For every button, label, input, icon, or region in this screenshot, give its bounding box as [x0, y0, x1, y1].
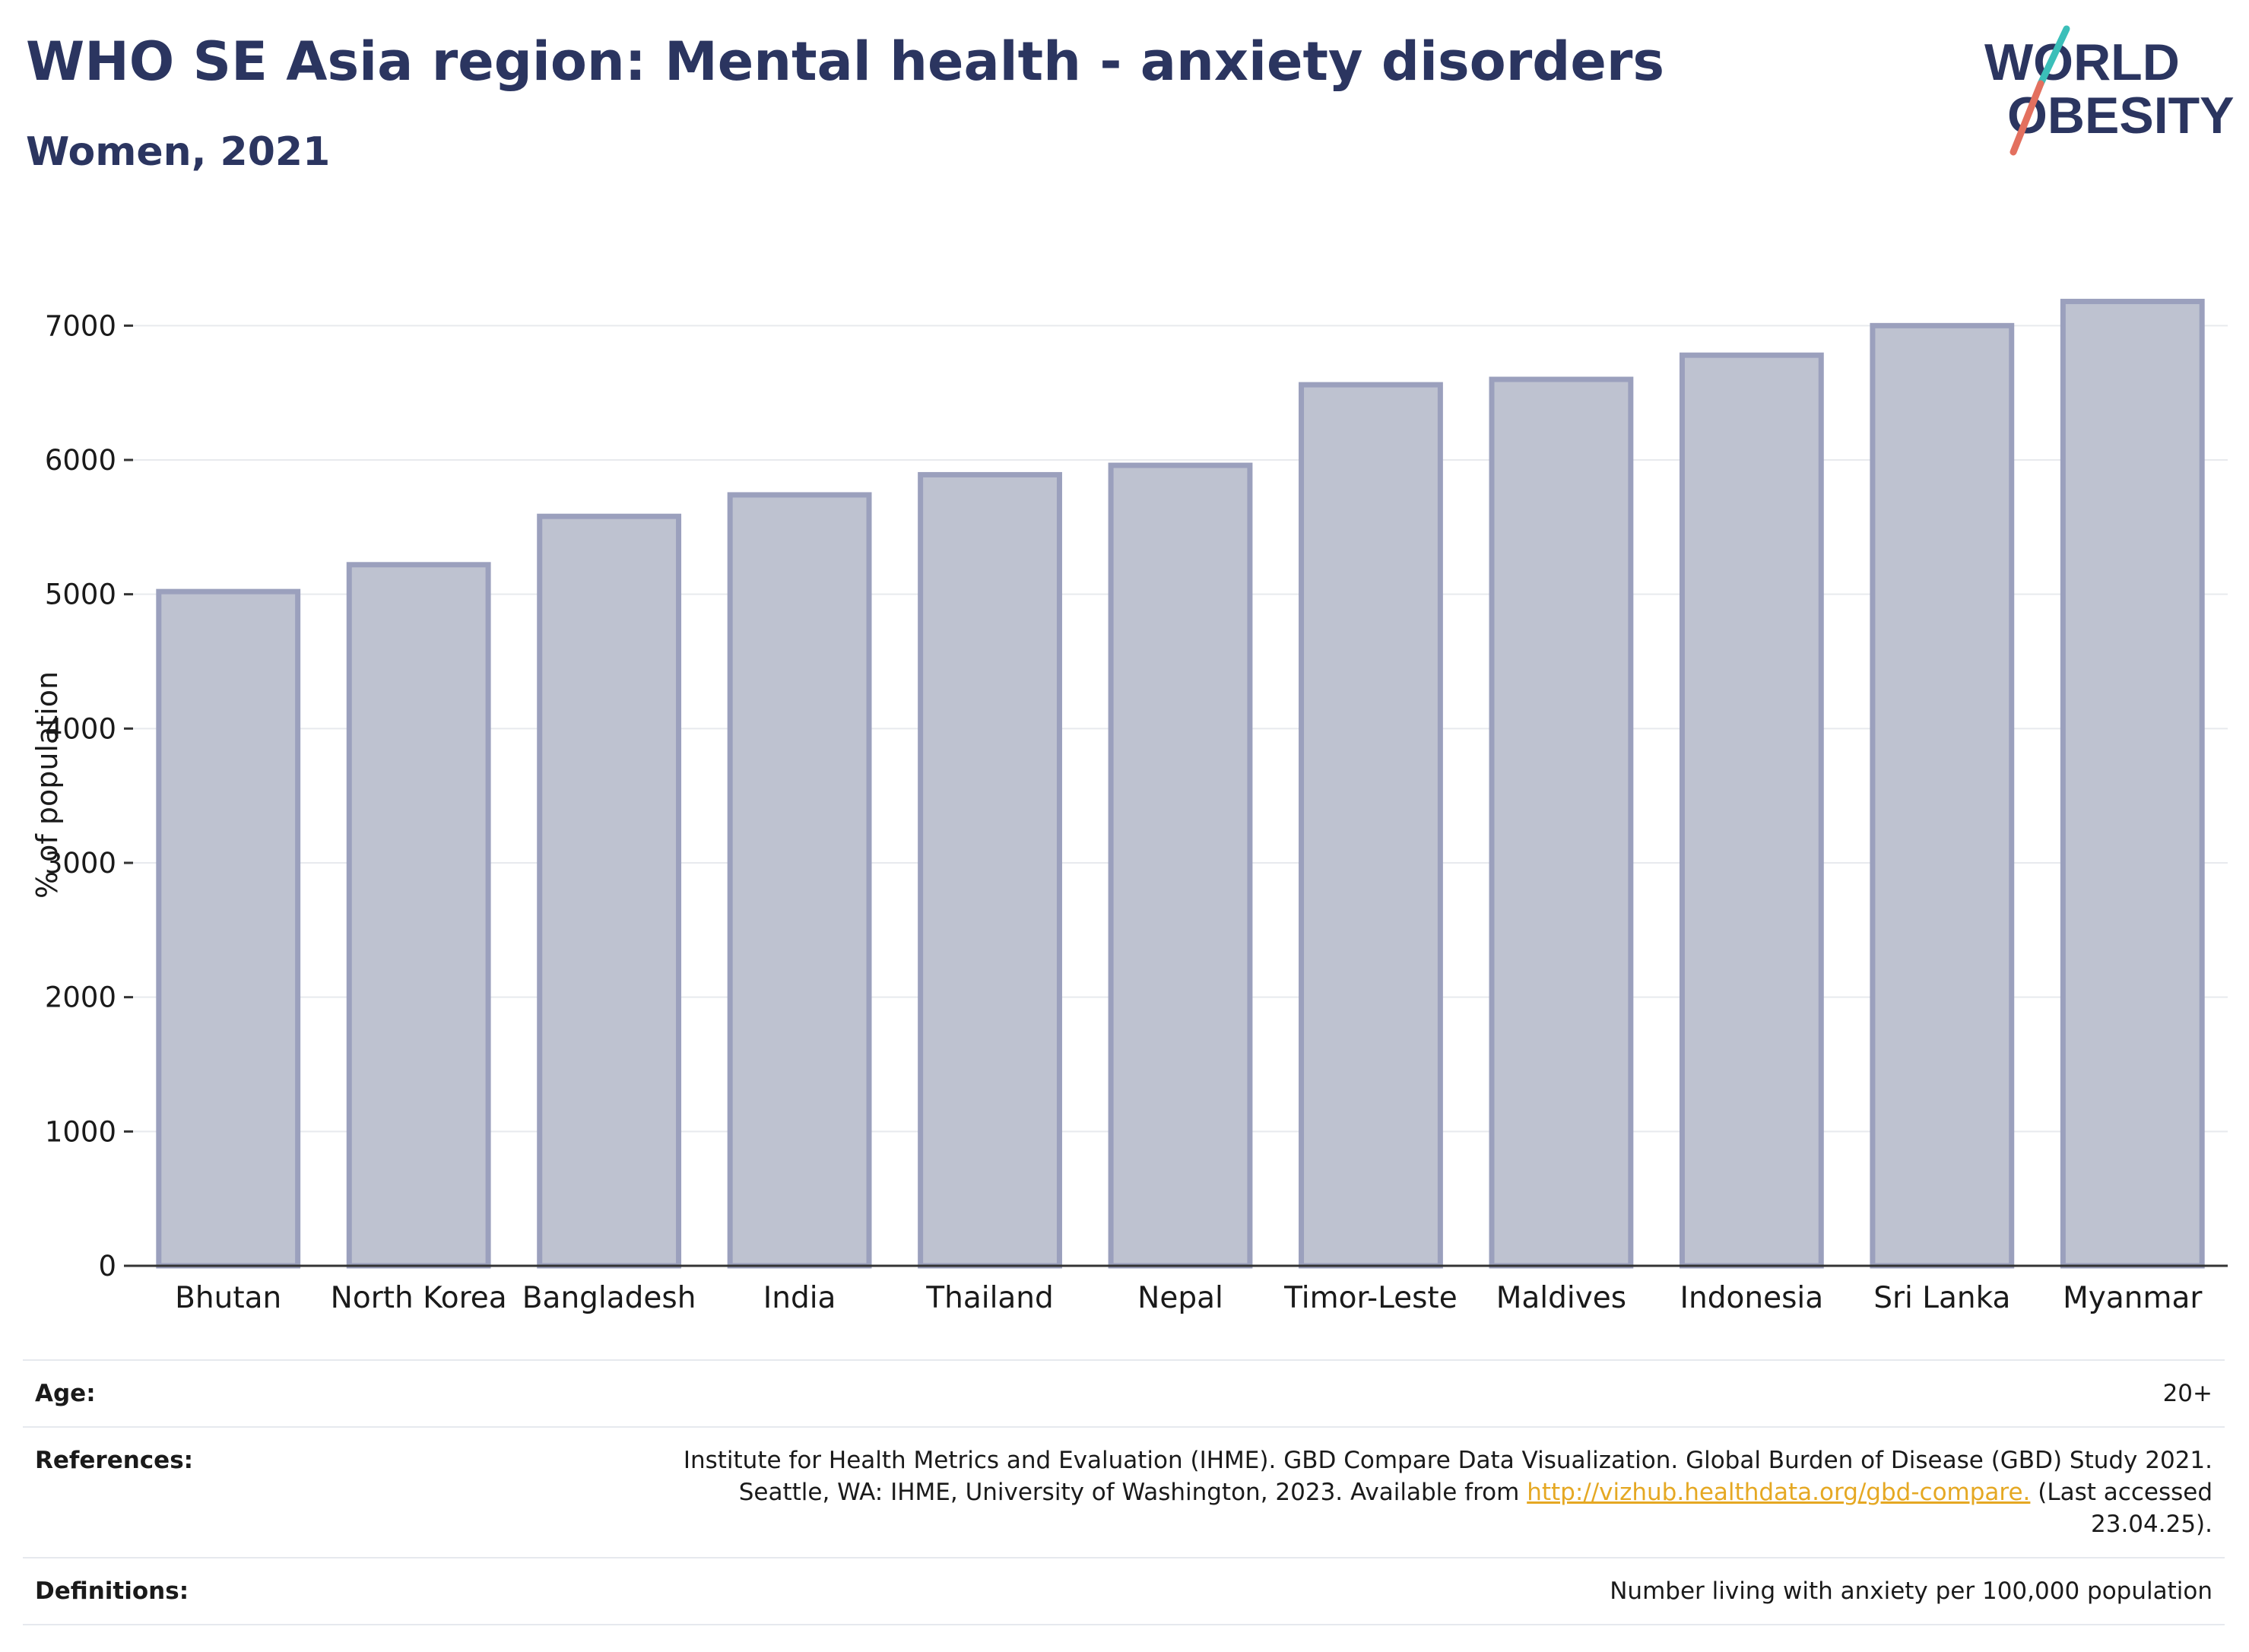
x-tick-label: Myanmar [2063, 1281, 2203, 1315]
y-tick-label: 1000 [45, 1115, 116, 1148]
x-tick-label: Maldives [1496, 1281, 1626, 1315]
x-tick-label: North Korea [331, 1281, 507, 1315]
references-link[interactable]: http://vizhub.healthdata.org/gbd-compare… [1527, 1479, 2031, 1506]
references-value: Institute for Health Metrics and Evaluat… [427, 1426, 2225, 1558]
logo-word-world: WORLD [1984, 33, 2180, 91]
info-row-definitions: Definitions: Number living with anxiety … [23, 1557, 2225, 1625]
bar-myanmar [2060, 299, 2205, 1269]
bar-timor-leste [1299, 382, 1443, 1269]
world-obesity-logo: WORLD OBESITY [1984, 25, 2235, 156]
references-text-2: Seattle, WA: IHME, University of Washing… [738, 1479, 1520, 1506]
y-tick-label: 0 [98, 1250, 116, 1283]
info-table: Age: 20+ References: Institute for Healt… [23, 1359, 2225, 1625]
bar-bhutan [156, 588, 301, 1269]
age-value: 20+ [427, 1359, 2225, 1427]
info-row-age: Age: 20+ [23, 1359, 2225, 1427]
x-tick-label: Sri Lanka [1873, 1281, 2010, 1315]
x-tick-label: India [763, 1281, 836, 1315]
logo-slash-teal [2037, 25, 2070, 87]
chart-title: WHO SE Asia region: Mental health - anxi… [26, 30, 1665, 93]
bar-sri-lanka [1870, 322, 2015, 1269]
x-tick-label: Nepal [1137, 1281, 1223, 1315]
references-text-4: 23.04.25). [2091, 1511, 2213, 1538]
y-tick-labels: 0 1000 2000 3000 4000 5000 6000 7000 [45, 309, 133, 1283]
y-tick-label: 3000 [45, 847, 116, 880]
chart-subtitle: Women, 2021 [26, 129, 331, 175]
logo-slash-coral [2010, 80, 2044, 156]
bar-nepal [1108, 462, 1253, 1269]
references-text-1: Institute for Health Metrics and Evaluat… [683, 1447, 2213, 1474]
definitions-label: Definitions: [23, 1557, 427, 1625]
references-text-3: (Last accessed [2038, 1479, 2213, 1506]
bar-bangladesh [537, 513, 682, 1269]
x-tick-labels: Bhutan North Korea Bangladesh India Thailand… [175, 1281, 2203, 1315]
age-label: Age: [23, 1359, 427, 1427]
bar-chart: 0 1000 2000 3000 4000 5000 6000 7000 Bhutan Nort… [30, 299, 2228, 1315]
x-tick-label: Indonesia [1680, 1281, 1824, 1315]
y-tick-label: 5000 [45, 579, 116, 611]
bar-maldives [1489, 376, 1634, 1269]
definitions-value: Number living with anxiety per 100,000 p… [427, 1557, 2225, 1625]
info-row-references: References: Institute for Health Metrics… [23, 1426, 2225, 1558]
y-axis-label: % of population [30, 671, 64, 899]
references-label: References: [23, 1426, 427, 1558]
x-tick-label: Bangladesh [522, 1281, 696, 1315]
bar-indonesia [1679, 352, 1824, 1269]
bar-thailand [918, 471, 1062, 1269]
x-tick-label: Timor-Leste [1283, 1281, 1458, 1315]
y-tick-label: 6000 [45, 444, 116, 477]
logo-word-obesity: OBESITY [2007, 87, 2235, 144]
x-tick-label: Thailand [925, 1281, 1053, 1315]
x-tick-label: Bhutan [175, 1281, 281, 1315]
bar-india [727, 492, 872, 1269]
y-tick-label: 4000 [45, 712, 116, 745]
y-tick-label: 7000 [45, 309, 116, 342]
bar-north-korea [346, 562, 491, 1269]
bars [156, 299, 2205, 1269]
y-tick-label: 2000 [45, 981, 116, 1014]
